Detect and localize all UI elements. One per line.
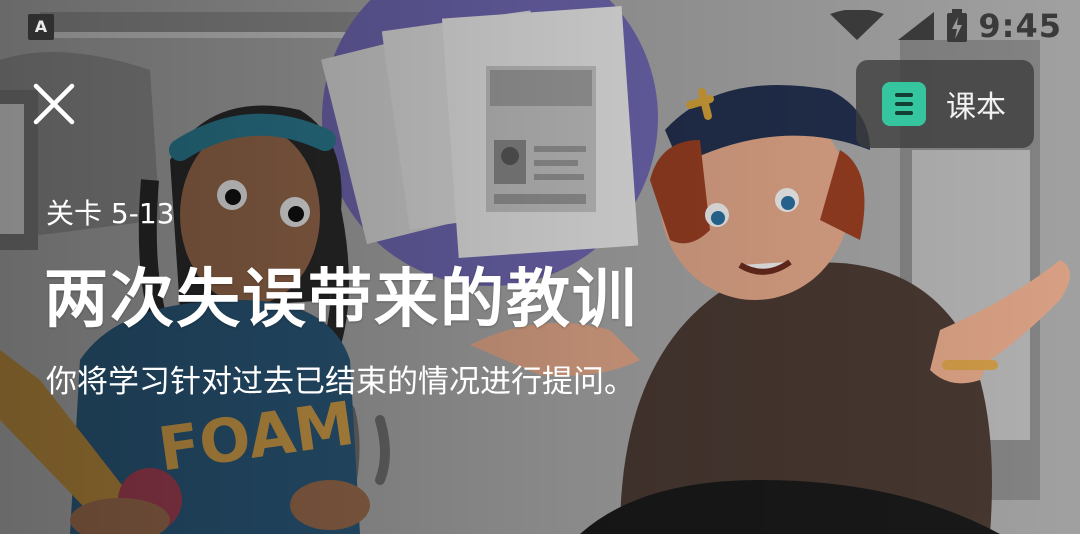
- lesson-title: 两次失误带来的教训: [44, 263, 638, 337]
- level-label: 关卡 5-13: [46, 197, 175, 230]
- close-button[interactable]: [30, 80, 78, 128]
- character-guy: [470, 85, 1070, 534]
- status-time: 9:45: [978, 7, 1062, 45]
- app-notification-icon: A: [28, 14, 54, 40]
- battery-icon: [947, 9, 968, 42]
- lesson-description: 你将学习针对过去已结束的情况进行提问。: [46, 364, 635, 400]
- signal-icon: [898, 12, 935, 40]
- close-icon: [33, 83, 75, 125]
- lesson-book-button[interactable]: 课本: [856, 60, 1034, 148]
- status-bar: 9:45: [828, 7, 1062, 45]
- passport-documents: [321, 6, 639, 258]
- list-book-icon: [882, 82, 926, 126]
- lesson-book-label: 课本: [946, 90, 1006, 125]
- wifi-icon: [830, 10, 885, 40]
- character-girl: FOAM: [0, 105, 370, 534]
